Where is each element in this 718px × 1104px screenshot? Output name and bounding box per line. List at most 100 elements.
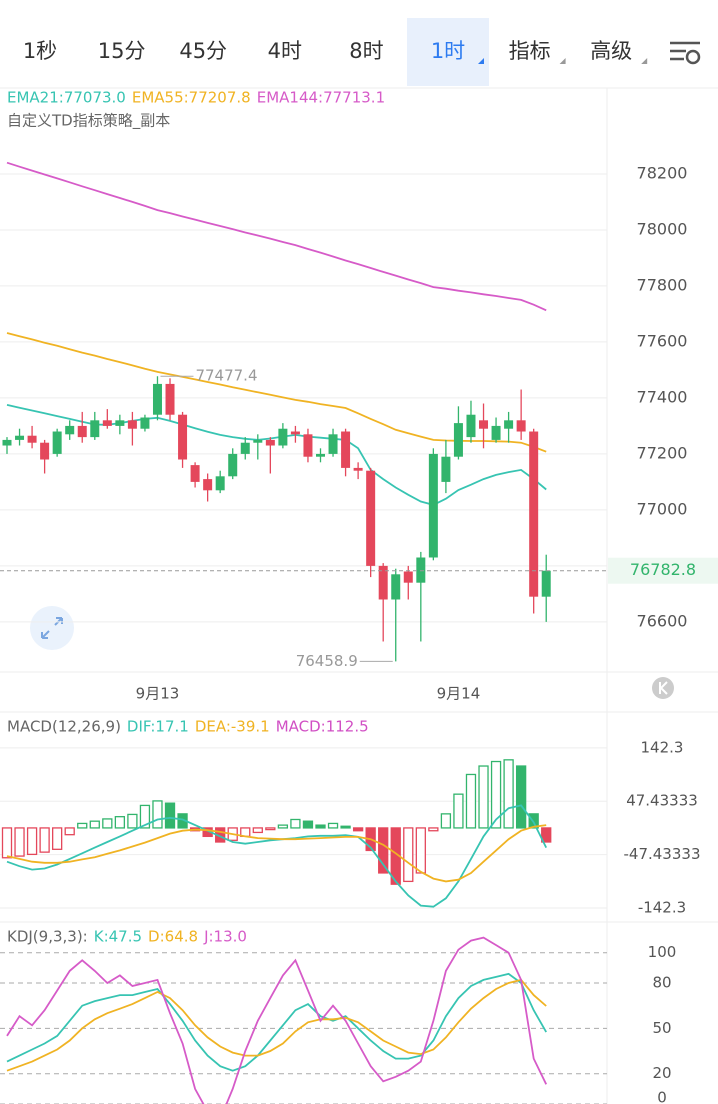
plot (0, 161, 607, 662)
x-tick-label: 9月14 (437, 685, 481, 703)
macd-bar (14, 827, 25, 857)
candle-body (516, 420, 526, 432)
tab[interactable]: 1秒 (23, 39, 57, 63)
legend-label: MACD(12,26,9) (7, 718, 121, 736)
candle-body (265, 439, 275, 446)
macd-bar (127, 813, 138, 829)
legend-label: DEA:-39.1 (195, 718, 270, 736)
candle-body (341, 431, 351, 468)
candle-body (541, 570, 551, 597)
macd-bar (77, 822, 88, 829)
macd-bar (64, 827, 75, 836)
indicator-line (6, 972, 547, 1072)
expand-button[interactable] (30, 606, 74, 650)
macd-bar (352, 827, 364, 832)
candle-body (529, 431, 539, 597)
candle-body (40, 442, 50, 460)
tab[interactable]: 8时 (349, 39, 383, 63)
macd-bar (277, 824, 289, 829)
candle-body (178, 414, 188, 460)
macd-bar (465, 773, 477, 829)
legend-label: EMA21:77073.0 (7, 89, 126, 107)
y-tick-label: 77600 (637, 331, 688, 350)
macd-bar (428, 827, 439, 832)
tab[interactable]: 指标 (509, 39, 551, 63)
macd-bar (478, 765, 489, 829)
y-tick-label: -47.43333 (624, 845, 701, 863)
macd-bar (490, 760, 502, 829)
macd-bar (327, 822, 339, 829)
y-tick-label: 77800 (637, 275, 688, 294)
candle-body (479, 420, 489, 429)
candle-body (491, 425, 501, 440)
candle-body (90, 420, 100, 438)
plot (0, 747, 607, 909)
legend-label: J:13.0 (203, 928, 247, 946)
macd-bar (265, 827, 276, 831)
current-price-bg (608, 557, 718, 584)
tab[interactable]: 1时 (431, 39, 465, 63)
candle-body (77, 425, 87, 438)
macd-bar (503, 759, 514, 829)
candle-body (278, 428, 288, 446)
tab[interactable]: 45分 (179, 39, 227, 63)
legend-label: MACD:112.5 (276, 718, 369, 736)
indicator-line (6, 161, 547, 312)
legend-label: K:47.5 (94, 928, 142, 946)
candle-body (115, 420, 125, 426)
legend-label: KDJ(9,3,3): (7, 928, 88, 946)
macd-bar (340, 825, 351, 829)
macd-bar (164, 802, 176, 829)
dropdown-arrow (478, 58, 484, 64)
candle-body (328, 434, 338, 454)
candle-body (140, 417, 150, 429)
macd-bar (290, 818, 301, 829)
candle-body (391, 574, 401, 600)
max-label: 77477.4 (195, 367, 257, 385)
candle-body (403, 571, 413, 583)
tab[interactable]: 高级 (590, 39, 632, 63)
candle-body (441, 456, 451, 482)
y-tick-label: 76600 (637, 611, 688, 630)
macd-bar (378, 827, 389, 874)
subtitle: 自定义TD指标策略_副本 (7, 112, 170, 131)
scroll-end-button[interactable] (652, 677, 674, 699)
y-tick-label: 78200 (637, 163, 688, 182)
macd-bar (89, 820, 100, 829)
legend-label: D:64.8 (148, 928, 198, 946)
plot (0, 936, 607, 1104)
candle-body (240, 442, 250, 454)
candle-body (428, 453, 438, 558)
macd-bar (52, 827, 63, 850)
candle-body (466, 414, 476, 438)
macd-bar (139, 804, 151, 829)
candle-body (353, 467, 363, 471)
tab[interactable]: 4时 (268, 39, 302, 63)
y-tick-label: 50 (652, 1019, 671, 1037)
candle-body (2, 439, 12, 446)
y-tick-label: 77400 (637, 387, 688, 406)
x-tick-label: 9月13 (136, 685, 180, 703)
y-tick-label: 20 (652, 1064, 671, 1082)
toolbar (0, 0, 718, 88)
candle-body (290, 431, 300, 435)
candle-body (65, 425, 75, 435)
y-tick-label: 142.3 (641, 738, 684, 756)
macd-bar (515, 765, 527, 829)
y-tick-label: 100 (648, 943, 677, 961)
dropdown-arrow (641, 58, 648, 64)
candle-body (416, 557, 426, 583)
y-tick-label: 0 (657, 1089, 667, 1104)
tab[interactable]: 15分 (98, 39, 146, 63)
candle-body (52, 431, 62, 454)
candle-body (316, 453, 325, 457)
macd-bar (302, 820, 314, 829)
legend-label: EMA55:77207.8 (132, 89, 251, 107)
settings-icon[interactable] (670, 41, 701, 65)
candle-body (215, 476, 225, 491)
macd-bar (152, 800, 163, 829)
active-tab-bg (407, 18, 489, 86)
dropdown-arrow (559, 58, 566, 64)
